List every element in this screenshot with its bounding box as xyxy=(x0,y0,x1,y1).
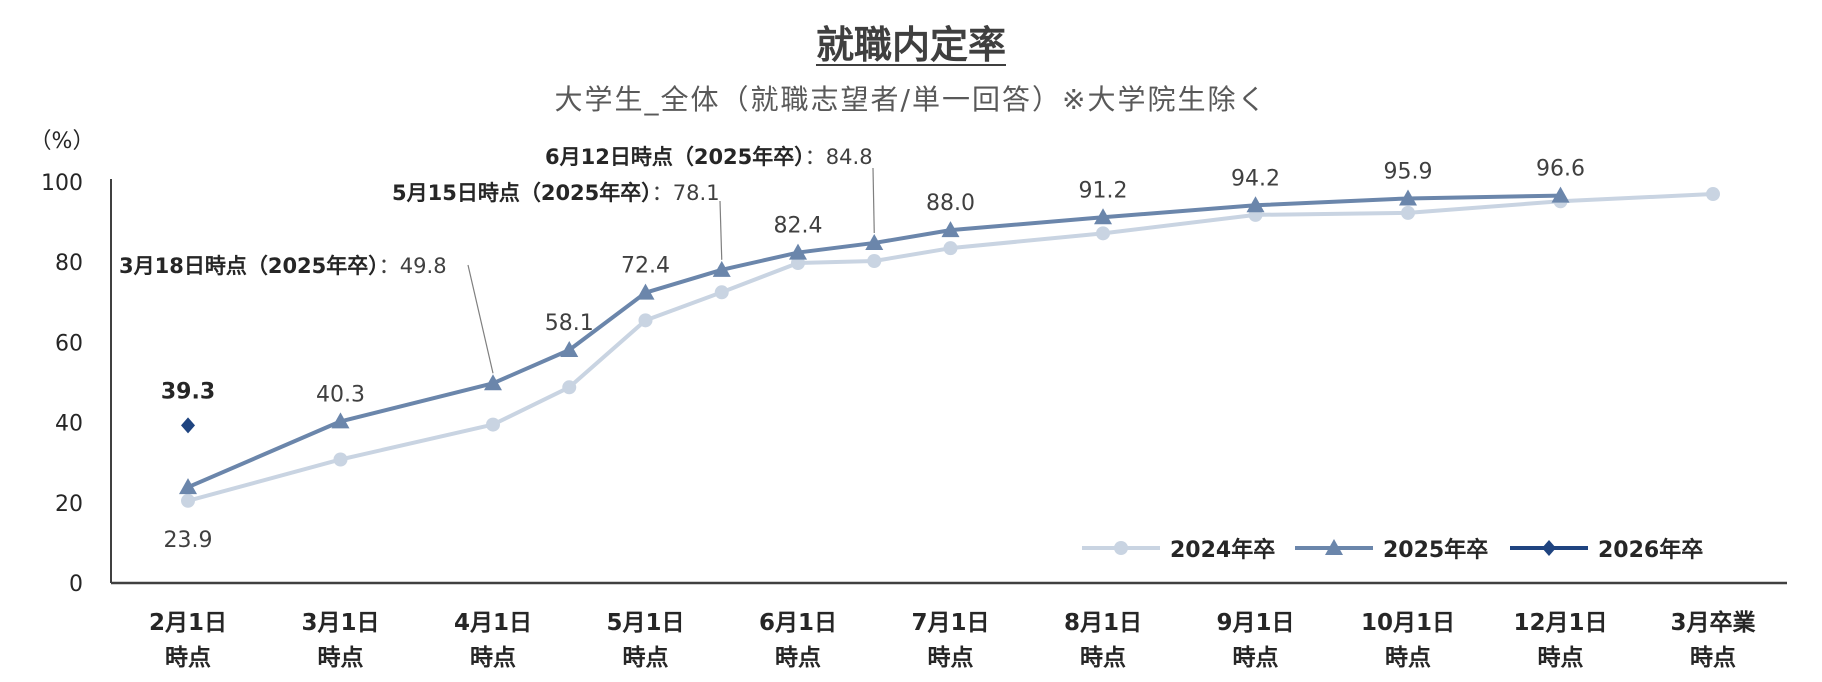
annotation-leader xyxy=(872,167,875,233)
legend-label: 2026年卒 xyxy=(1598,537,1703,563)
x-tick-label: 4月1日 xyxy=(454,610,532,636)
data-point-2024年卒 xyxy=(181,493,195,508)
chart-title: 就職内定率 xyxy=(0,14,1822,69)
legend-marker-2026年卒 xyxy=(1542,540,1556,556)
annotation-value: ：49.8 xyxy=(379,254,447,278)
annotation-label: 6月12日時点（2025年卒）：84.8 xyxy=(545,145,873,169)
data-point-2025年卒 xyxy=(636,283,655,300)
data-point-2025年卒 xyxy=(179,478,197,495)
chart-subtitle: 大学生_全体（就職志望者/単一回答）※大学院生除く xyxy=(554,83,1268,116)
x-tick-label-sub: 時点 xyxy=(623,645,669,671)
x-tick-label-sub: 時点 xyxy=(1080,645,1126,671)
data-point-2024年卒 xyxy=(1096,226,1110,241)
x-tick-label-sub: 時点 xyxy=(318,645,364,671)
x-tick-label: 3月1日 xyxy=(301,610,379,636)
annotation-value: ：78.1 xyxy=(652,181,720,205)
x-tick-label: 6月1日 xyxy=(759,610,837,636)
annotation-prefix: 3月18日時点（2025年卒） xyxy=(119,254,379,278)
data-label: 39.3 xyxy=(161,379,215,404)
data-point-2024年卒 xyxy=(714,285,729,300)
x-tick-label: 9月1日 xyxy=(1216,610,1294,636)
annotation-leader xyxy=(719,200,723,260)
x-tick-label: 3月卒業 xyxy=(1670,609,1756,636)
data-label: 82.4 xyxy=(774,214,823,239)
data-point-2024年卒 xyxy=(867,253,882,268)
annotations: 3月18日時点（2025年卒）：49.8 5月15日時点（2025年卒）：78.1… xyxy=(119,145,875,374)
data-label: 58.1 xyxy=(545,311,594,336)
data-point-2024年卒 xyxy=(1401,205,1415,220)
data-point-2025年卒 xyxy=(484,374,502,391)
legend-label: 2025年卒 xyxy=(1383,537,1488,563)
data-label: 91.2 xyxy=(1079,178,1128,203)
x-tick-label-sub: 時点 xyxy=(165,645,211,671)
data-point-2025年卒 xyxy=(1399,189,1417,206)
x-tick-label-sub: 時点 xyxy=(470,645,516,671)
series-markers xyxy=(179,186,1720,508)
annotation-prefix: 6月12日時点（2025年卒） xyxy=(545,145,805,169)
data-point-2024年卒 xyxy=(943,241,958,256)
annotation-label: 3月18日時点（2025年卒）：49.8 xyxy=(119,254,447,278)
x-tick-label-sub: 時点 xyxy=(928,645,974,671)
data-label: 95.9 xyxy=(1384,159,1433,184)
y-tick-label: 40 xyxy=(55,412,83,437)
data-point-2025年卒 xyxy=(560,341,579,358)
data-point-2025年卒 xyxy=(941,221,960,238)
data-labels: 23.9 40.3 58.1 72.4 82.4 88.0 91.2 94.2 95.9 96.6… xyxy=(161,157,1585,554)
y-tick-label: 80 xyxy=(55,251,83,276)
chart-title-text: 就職内定率 xyxy=(815,23,1006,67)
data-point-2025年卒 xyxy=(789,243,807,260)
data-label: 96.6 xyxy=(1536,157,1585,182)
annotation-value: ：84.8 xyxy=(805,145,873,169)
data-label: 23.9 xyxy=(164,528,213,553)
y-tick-label: 60 xyxy=(55,331,83,356)
legend: 2024年卒 2025年卒 2026年卒 xyxy=(1082,537,1703,563)
y-axis-unit: （%） xyxy=(30,129,95,154)
y-tick-label: 0 xyxy=(69,572,83,597)
x-tick-label-sub: 時点 xyxy=(1385,645,1431,671)
data-point-2025年卒 xyxy=(865,233,884,250)
data-point-2024年卒 xyxy=(562,380,577,395)
data-point-2025年卒 xyxy=(1094,208,1112,225)
x-tick-label: 8月1日 xyxy=(1064,610,1142,636)
data-label: 88.0 xyxy=(926,191,975,216)
series-lines xyxy=(187,192,1714,503)
x-tick-label-sub: 時点 xyxy=(1538,645,1584,671)
legend-marker-2024年卒 xyxy=(1114,541,1128,555)
data-point-2024年卒 xyxy=(486,417,500,432)
data-point-2024年卒 xyxy=(333,452,348,467)
y-tick-label: 20 xyxy=(55,492,83,517)
data-point-2024年卒 xyxy=(1706,187,1720,202)
x-tick-label: 7月1日 xyxy=(911,610,989,636)
data-point-2026年卒 xyxy=(181,417,195,434)
x-tick-label: 12月1日 xyxy=(1513,610,1607,636)
annotation-prefix: 5月15日時点（2025年卒） xyxy=(392,181,652,205)
series-line-2024年卒 xyxy=(187,192,1714,503)
x-tick-label: 10月1日 xyxy=(1361,610,1455,636)
x-tick-label-sub: 時点 xyxy=(1690,645,1736,671)
data-point-2025年卒 xyxy=(331,412,350,429)
x-tick-label: 5月1日 xyxy=(606,610,684,636)
y-tick-label: 100 xyxy=(41,171,83,196)
data-label: 94.2 xyxy=(1231,166,1280,191)
x-tick-label-sub: 時点 xyxy=(1233,645,1279,671)
data-point-2024年卒 xyxy=(638,313,653,328)
annotation-label: 5月15日時点（2025年卒）：78.1 xyxy=(392,181,720,205)
data-label: 72.4 xyxy=(621,254,670,279)
data-label: 40.3 xyxy=(316,382,365,407)
legend-label: 2024年卒 xyxy=(1170,537,1275,563)
data-point-2025年卒 xyxy=(1246,196,1265,213)
x-tick-label: 2月1日 xyxy=(149,610,227,636)
data-point-2025年卒 xyxy=(712,260,731,277)
legend-marker-2025年卒 xyxy=(1325,539,1343,555)
data-point-2025年卒 xyxy=(1551,186,1570,203)
x-tick-label-sub: 時点 xyxy=(775,645,821,671)
annotation-leader xyxy=(467,264,494,374)
